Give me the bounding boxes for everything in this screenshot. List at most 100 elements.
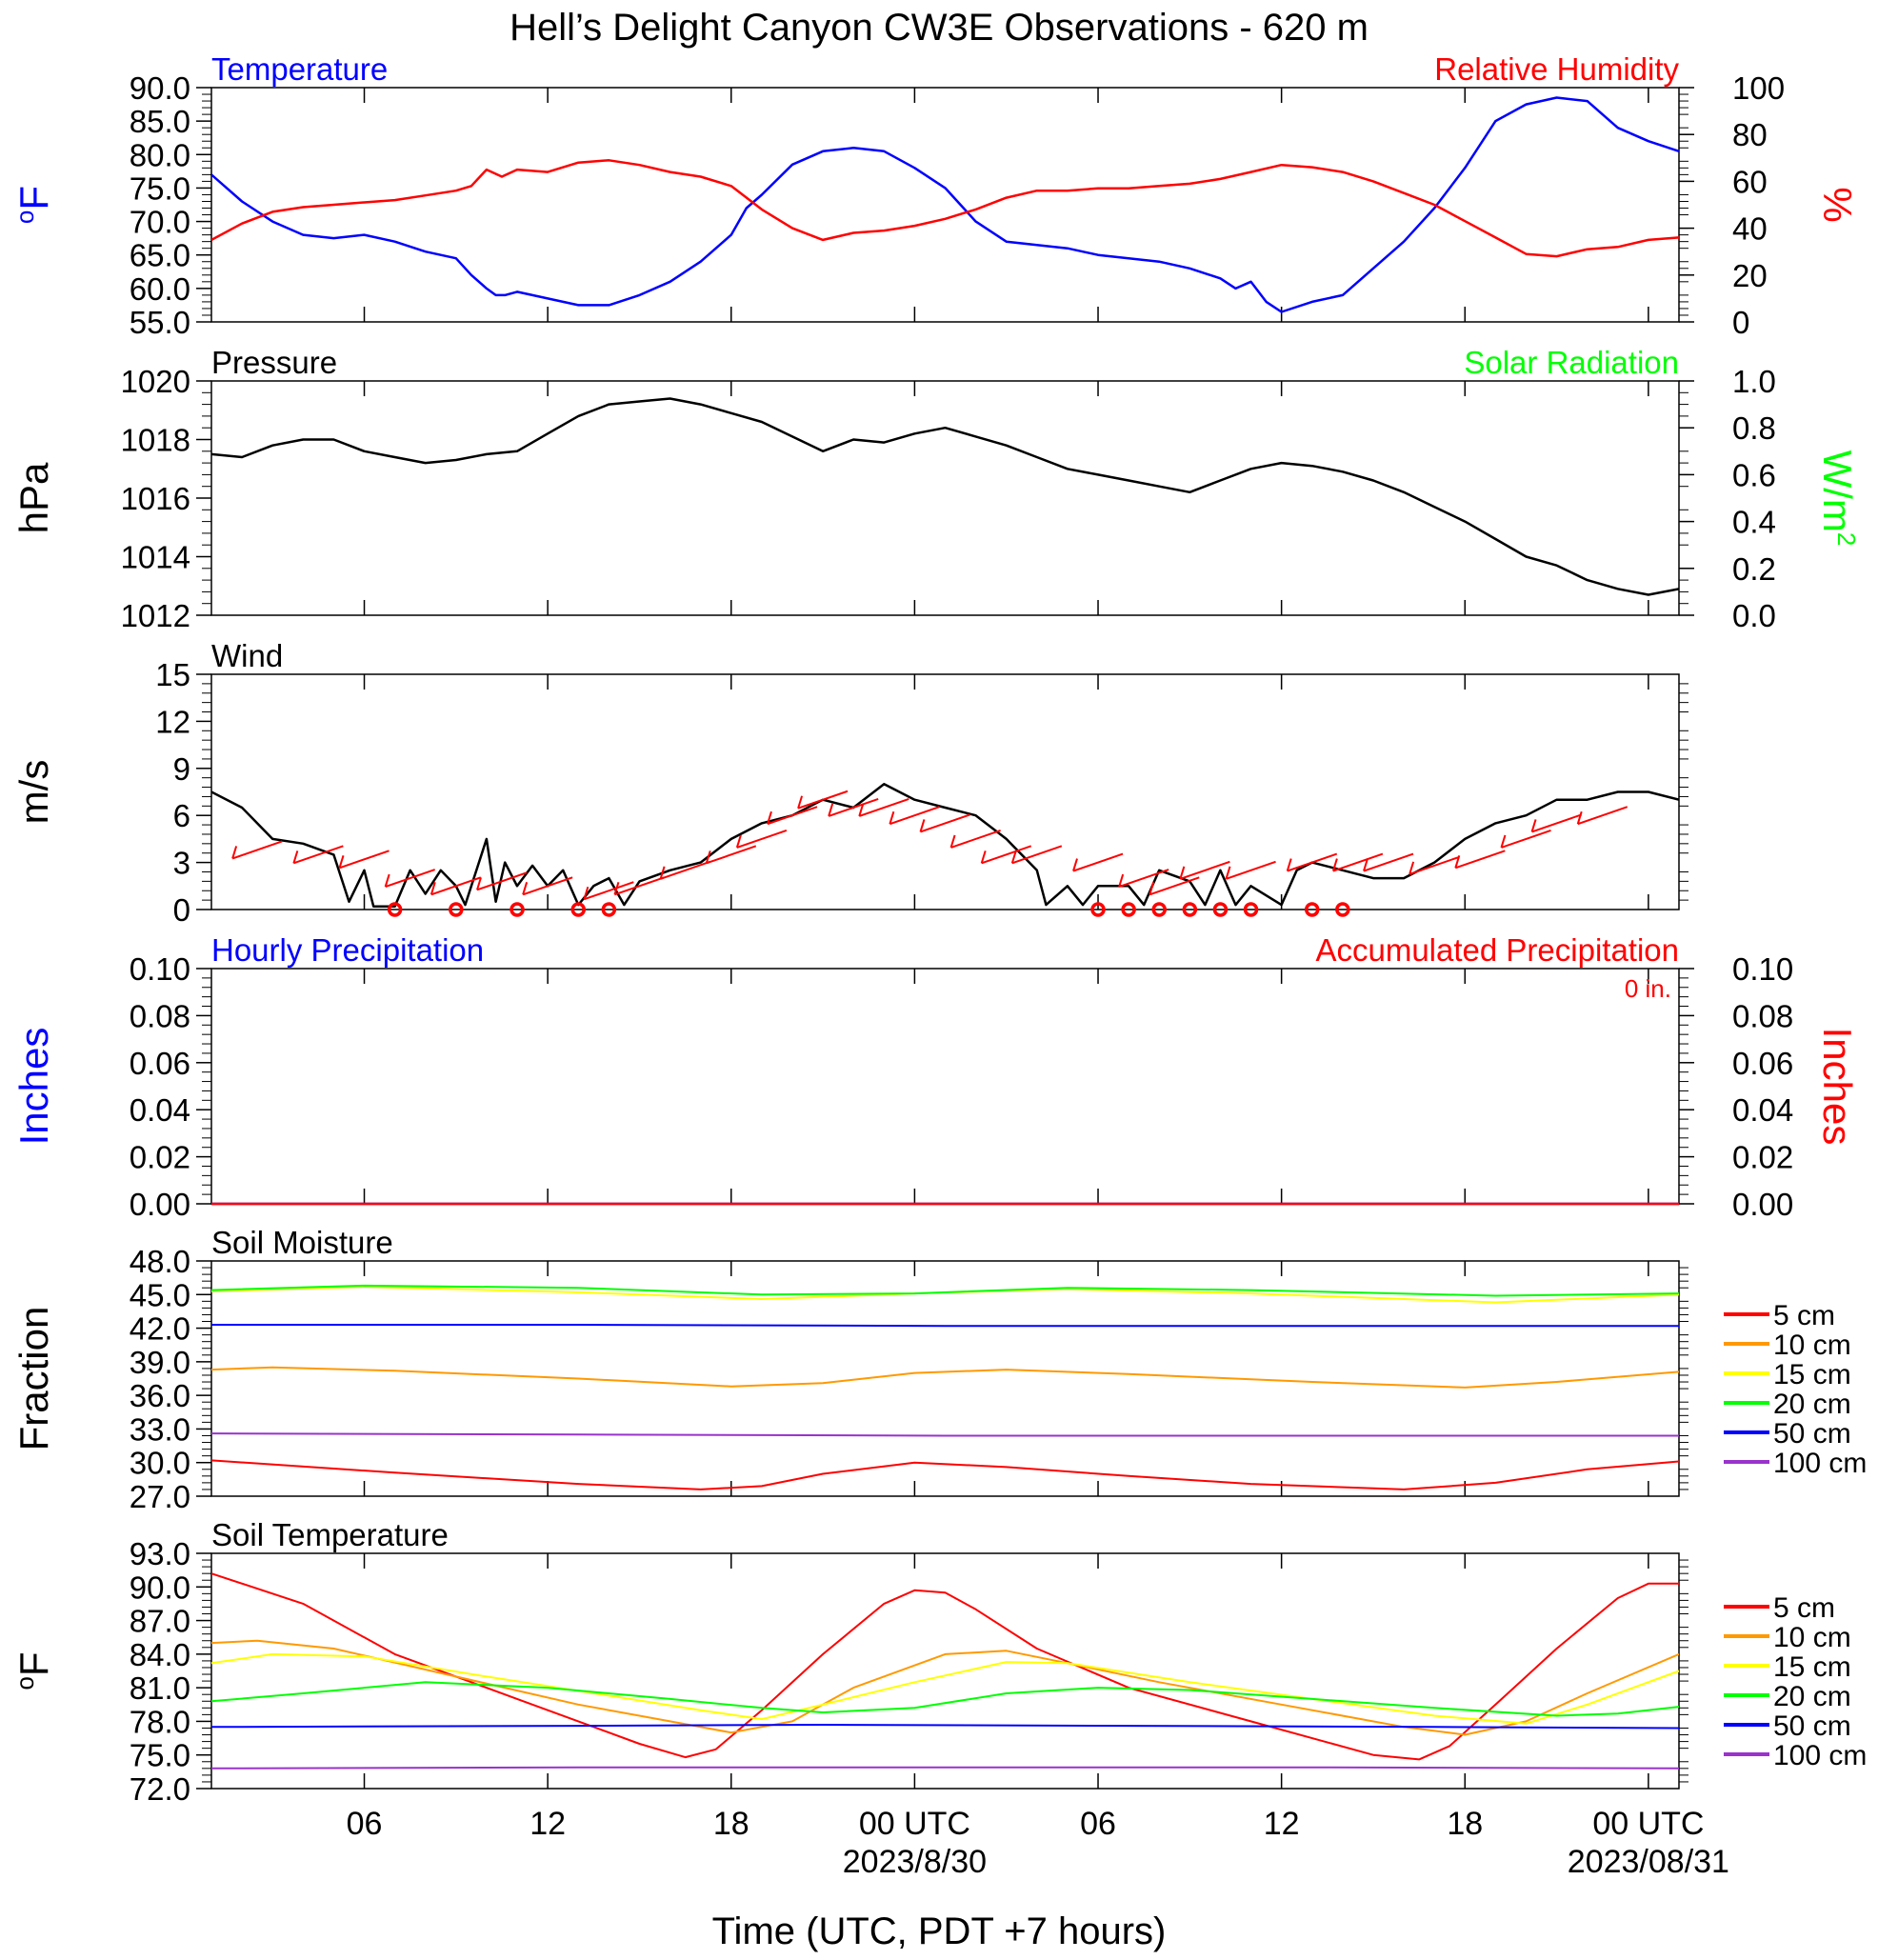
x-tick-label: 06 (1080, 1806, 1116, 1842)
temp_rh-y2-tick-label: 60 (1732, 164, 1768, 199)
soil_moisture-y-tick-label: 42.0 (130, 1311, 190, 1347)
temp_rh-y2-tick-label: 0 (1732, 305, 1749, 340)
pressure-y-tick-label: 1012 (121, 598, 190, 633)
wind-barb-tick (980, 850, 987, 864)
wind-barb (614, 876, 665, 896)
wind-barb-tick (292, 850, 299, 864)
temp_rh-y-tick-label: 85.0 (130, 104, 190, 139)
precip-y2-tick-label: 0.00 (1732, 1187, 1793, 1222)
soil_temp-y-tick-label: 72.0 (130, 1771, 190, 1807)
pressure-y2-tick-label: 0.0 (1732, 598, 1776, 633)
soil_moisture-y-tick-label: 27.0 (130, 1479, 190, 1514)
wind-calm-marker (387, 902, 403, 917)
wind-calm-marker (1243, 902, 1259, 917)
figure-title: Hell’s Delight Canyon CW3E Observations … (509, 7, 1369, 49)
wind-barb (476, 871, 528, 891)
panel-precip: 0.00 0.02 0.04 0.06 0.08 0.10 0.00 0.02 0.04 0.06… (11, 932, 1860, 1222)
wind-barb-tick (231, 846, 238, 859)
panel-soil_temp: 72.075.078.081.084.087.090.093.0 Soil Tem… (10, 1517, 1867, 1807)
legend-label-soil_temp: 15 cm (1773, 1651, 1851, 1683)
wind-barb (660, 860, 710, 880)
x-tick-date: 2023/8/30 (843, 1844, 987, 1880)
wind-barb-tick (889, 810, 895, 825)
precip-y2-tick-label: 0.08 (1732, 998, 1793, 1033)
wind-barb-tick (1072, 858, 1078, 871)
soil_temp-y-tick-label: 93.0 (130, 1536, 190, 1571)
x-tick-label: 00 UTC (1592, 1806, 1704, 1842)
soil_moisture-y-tick-label: 30.0 (130, 1446, 190, 1481)
pressure-y-tick-label: 1016 (121, 481, 190, 516)
soil_moisture-series-5-cm (211, 1459, 1679, 1490)
wind-calm-marker (1121, 902, 1136, 917)
pressure-y2-tick-label: 0.2 (1732, 551, 1776, 587)
pressure-y2-tick-label: 0.8 (1732, 410, 1776, 446)
soil_temp-y-tick-label: 87.0 (130, 1604, 190, 1639)
wind-calm-marker (1212, 902, 1229, 917)
wind-barb (1226, 860, 1276, 880)
wind-y-tick-label: 0 (173, 892, 190, 928)
temp_rh-title-left: Temperature (211, 51, 388, 87)
soil_moisture-series-20-cm (211, 1284, 1679, 1297)
wind-y-tick-label: 6 (173, 798, 190, 833)
temp_rh-y-tick-label: 80.0 (130, 137, 190, 172)
temp_rh-y2-tick-label: 20 (1732, 258, 1768, 293)
soil_temp-series-5-cm (211, 1572, 1679, 1761)
x-tick-label: 06 (347, 1806, 383, 1842)
panel-temp_rh: 55.060.065.070.075.080.085.090.0 0 20 40 60 8… (10, 51, 1860, 340)
soil_temp-y-tick-label: 78.0 (130, 1704, 190, 1739)
wind-barb-tick (1576, 810, 1583, 825)
wind-barb (797, 790, 849, 810)
wind-barb-tick (338, 855, 345, 869)
wind-calm-marker (449, 902, 464, 917)
legend-label-soil_moisture: 15 cm (1773, 1359, 1851, 1390)
pressure-title-right: Solar Radiation (1464, 345, 1679, 380)
wind-barb-tick (476, 877, 482, 890)
soil_moisture-y-tick-label: 33.0 (130, 1411, 190, 1447)
wind-barb-tick (583, 886, 589, 900)
wind-title-left: Wind (211, 638, 283, 673)
wind-calm-marker (570, 902, 586, 917)
soil_temp-ylabel-left: oF (10, 1651, 56, 1690)
wind-barb (1332, 852, 1384, 872)
pressure-ylabel-left: hPa (11, 462, 56, 533)
temp_rh-series-temperature (211, 96, 1679, 313)
precip-y-tick-label: 0.04 (130, 1092, 190, 1128)
temp_rh-y2-tick-label: 40 (1732, 211, 1768, 247)
wind-calm-marker (1305, 902, 1320, 917)
legend-label-soil_temp: 50 cm (1773, 1710, 1851, 1742)
x-tick-label: 18 (1447, 1806, 1483, 1842)
legend-label-soil_moisture: 10 cm (1773, 1330, 1851, 1361)
wind-barb-tick (1286, 858, 1292, 871)
wind-barb (706, 845, 757, 865)
soil_temp-series-100-cm (211, 1766, 1679, 1770)
wind-calm-marker (1335, 902, 1350, 917)
wind-ylabel-left: m/s (11, 760, 56, 825)
x-tick-label: 18 (713, 1806, 749, 1842)
wind-barb-tick (384, 873, 390, 888)
wind-barb-tick (828, 803, 834, 817)
soil_moisture-series-10-cm (211, 1366, 1679, 1389)
wind-y-tick-label: 9 (173, 751, 190, 787)
wind-barb-tick (705, 850, 711, 864)
precip-ylabel-left: Inches (11, 1028, 56, 1146)
soil_temp-title-left: Soil Temperature (211, 1517, 449, 1552)
legend-label-soil_moisture: 20 cm (1773, 1389, 1851, 1420)
soil_moisture-title-left: Soil Moisture (211, 1225, 393, 1260)
panel-wind: 0 3 6 9 12 15 Wind m/s (11, 638, 1688, 928)
precip-y-tick-label: 0.08 (130, 998, 190, 1033)
wind-calm-marker (1151, 902, 1167, 917)
soil_temp-series-20-cm (211, 1681, 1679, 1717)
wind-barb (522, 876, 573, 896)
wind-frame (210, 673, 1680, 910)
temp_rh-y2-tick-label: 80 (1732, 117, 1768, 152)
wind-barb-tick (1179, 866, 1186, 880)
precip-ylabel-right: Inches (1815, 1028, 1860, 1146)
precip-frame (210, 968, 1680, 1205)
wind-barb-tick (797, 795, 804, 810)
soil_temp-series-10-cm (211, 1639, 1679, 1736)
pressure-y-tick-label: 1018 (121, 423, 190, 458)
wind-barb (950, 829, 1001, 849)
soil_moisture-y-tick-label: 48.0 (130, 1244, 190, 1279)
temp_rh-y-tick-label: 70.0 (130, 205, 190, 240)
